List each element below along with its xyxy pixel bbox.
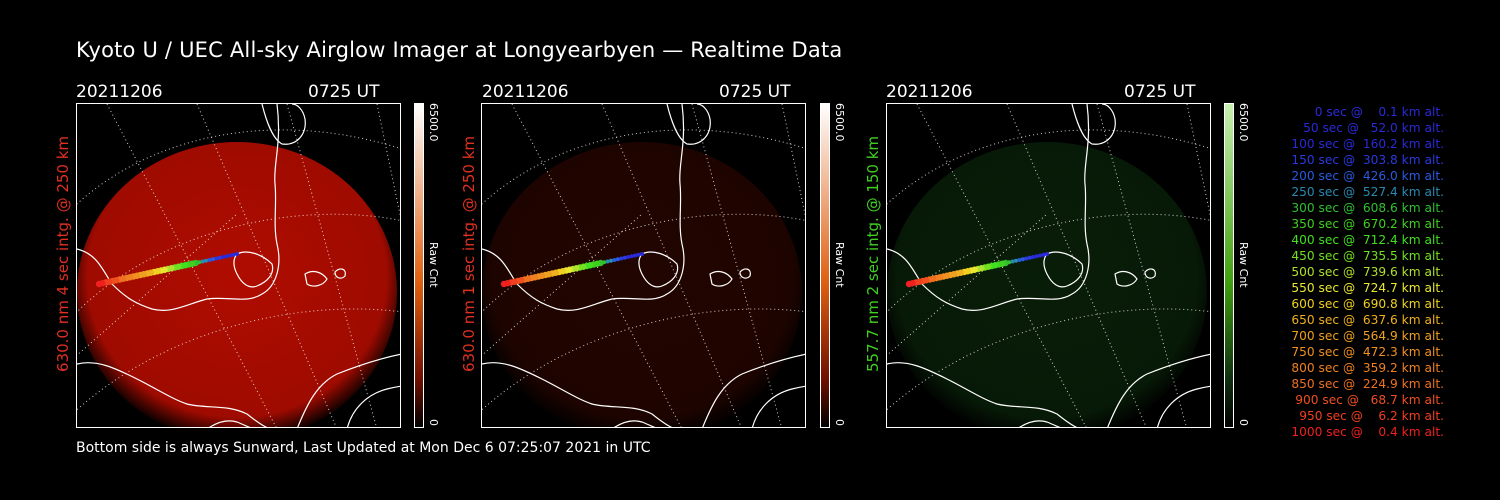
- panel-3-allsky-image[interactable]: [886, 103, 1211, 428]
- trajectory-point: [224, 254, 229, 259]
- panel-3-colorbar-unit: Raw Cnt: [1237, 242, 1250, 288]
- legend-row: 200 sec @ 426.0 km alt.: [1291, 169, 1444, 183]
- coastline-map: [887, 104, 1210, 427]
- coastline-map: [77, 104, 400, 427]
- footer-note: Bottom side is always Sunward, Last Upda…: [76, 440, 651, 456]
- panel-1-colorbar: [414, 103, 424, 428]
- panel-1-wavelength-label: 630.0 nm 4 sec intg. @ 250 km: [54, 135, 72, 372]
- trajectory-point: [1024, 256, 1029, 261]
- altitude-legend: 0 sec @ 0.1 km alt. 50 sec @ 52.0 km alt.…: [1260, 104, 1444, 440]
- legend-row: 1000 sec @ 0.4 km alt.: [1291, 425, 1444, 439]
- trajectory-point: [905, 280, 913, 288]
- legend-row: 700 sec @ 564.9 km alt.: [1291, 329, 1444, 343]
- trajectory-point: [636, 252, 641, 257]
- panel-3-colorbar-max: 6500.0: [1237, 103, 1250, 142]
- trajectory-point: [1031, 255, 1036, 259]
- trajectory-track: [905, 252, 1049, 288]
- trajectory-point: [633, 253, 638, 258]
- trajectory-point: [500, 280, 508, 288]
- panel-2-colorbar-max: 6500.0: [833, 103, 846, 142]
- trajectory-point: [217, 255, 222, 260]
- legend-row: 0 sec @ 0.1 km alt.: [1314, 105, 1444, 119]
- panel-2-colorbar: [820, 103, 830, 428]
- panel-2-allsky-image[interactable]: [481, 103, 806, 428]
- trajectory-track: [95, 252, 239, 288]
- trajectory-point: [214, 256, 219, 261]
- legend-row: 850 sec @ 224.9 km alt.: [1291, 377, 1444, 391]
- panel-1-date: 20211206: [76, 82, 163, 102]
- trajectory-point: [615, 257, 620, 262]
- trajectory-point: [210, 257, 215, 262]
- panel-3-wavelength-label: 557.7 nm 2 sec intg. @ 150 km: [864, 135, 882, 372]
- legend-row: 450 sec @ 735.5 km alt.: [1291, 249, 1444, 263]
- trajectory-point: [629, 254, 634, 259]
- legend-row: 950 sec @ 6.2 km alt.: [1299, 409, 1444, 423]
- trajectory-point: [605, 259, 610, 264]
- legend-row: 650 sec @ 637.6 km alt.: [1291, 313, 1444, 327]
- trajectory-track: [500, 252, 644, 288]
- geo-grid: [77, 104, 400, 427]
- trajectory-point: [221, 255, 226, 259]
- trajectory-point: [235, 252, 239, 256]
- geo-grid: [482, 104, 805, 427]
- legend-row: 250 sec @ 527.4 km alt.: [1291, 185, 1444, 199]
- panel-3-colorbar-min: 0: [1237, 419, 1250, 426]
- panel-2-wavelength-label: 630.0 nm 1 sec intg. @ 250 km: [460, 135, 478, 372]
- legend-row: 800 sec @ 359.2 km alt.: [1291, 361, 1444, 375]
- panel-1-allsky-image[interactable]: [76, 103, 401, 428]
- trajectory-point: [640, 252, 644, 256]
- trajectory-point: [1041, 252, 1046, 257]
- panel-1-time: 0725 UT: [308, 82, 380, 102]
- trajectory-point: [1045, 252, 1049, 256]
- trajectory-point: [1017, 258, 1022, 262]
- trajectory-point: [1020, 257, 1025, 262]
- legend-row: 600 sec @ 690.8 km alt.: [1291, 297, 1444, 311]
- trajectory-point: [203, 258, 208, 263]
- legend-row: 500 sec @ 739.6 km alt.: [1291, 265, 1444, 279]
- trajectory-point: [626, 255, 631, 259]
- legend-row: 300 sec @ 608.6 km alt.: [1291, 201, 1444, 215]
- trajectory-point: [619, 256, 624, 261]
- legend-row: 550 sec @ 724.7 km alt.: [1291, 281, 1444, 295]
- legend-row: 750 sec @ 472.3 km alt.: [1291, 345, 1444, 359]
- panel-1-colorbar-min: 0: [427, 419, 440, 426]
- panel-3-time: 0725 UT: [1124, 82, 1196, 102]
- panel-2-date: 20211206: [482, 82, 569, 102]
- panel-2-colorbar-min: 0: [833, 419, 846, 426]
- trajectory-point: [608, 258, 613, 263]
- panel-3-colorbar: [1224, 103, 1234, 428]
- page-title: Kyoto U / UEC All-sky Airglow Imager at …: [76, 38, 843, 62]
- panel-3-date: 20211206: [886, 82, 973, 102]
- trajectory-point: [207, 258, 212, 262]
- trajectory-point: [200, 259, 205, 264]
- trajectory-point: [1010, 259, 1015, 264]
- airglow-disk: [77, 142, 397, 427]
- trajectory-point: [231, 252, 236, 257]
- geo-grid: [887, 104, 1210, 427]
- panel-1-colorbar-unit: Raw Cnt: [427, 242, 440, 288]
- trajectory-point: [612, 258, 617, 262]
- panel-2-time: 0725 UT: [719, 82, 791, 102]
- trajectory-point: [228, 253, 233, 258]
- trajectory-point: [1034, 254, 1039, 259]
- trajectory-point: [95, 280, 103, 288]
- trajectory-point: [622, 255, 627, 260]
- legend-row: 150 sec @ 303.8 km alt.: [1291, 153, 1444, 167]
- legend-row: 900 sec @ 68.7 km alt.: [1295, 393, 1444, 407]
- panel-2-colorbar-unit: Raw Cnt: [833, 242, 846, 288]
- trajectory-point: [1027, 255, 1032, 260]
- panel-1-colorbar-max: 6500.0: [427, 103, 440, 142]
- trajectory-point: [1038, 253, 1043, 258]
- legend-row: 400 sec @ 712.4 km alt.: [1291, 233, 1444, 247]
- legend-row: 50 sec @ 52.0 km alt.: [1303, 121, 1444, 135]
- airglow-disk: [482, 142, 802, 427]
- trajectory-point: [1013, 258, 1018, 263]
- airglow-disk: [887, 142, 1207, 427]
- coastline-map: [482, 104, 805, 427]
- legend-row: 350 sec @ 670.2 km alt.: [1291, 217, 1444, 231]
- legend-row: 100 sec @ 160.2 km alt.: [1291, 137, 1444, 151]
